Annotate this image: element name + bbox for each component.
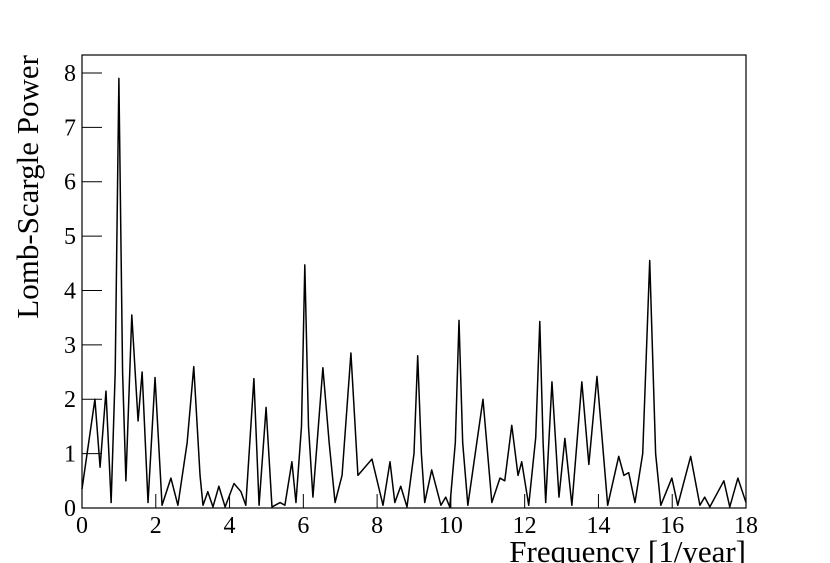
x-tick-label: 8 [371, 513, 383, 539]
plot-frame [81, 54, 747, 509]
power-line [81, 77, 747, 508]
x-tick-label: 2 [150, 513, 162, 539]
y-tick-label: 5 [64, 224, 76, 250]
y-tick-label: 0 [64, 496, 76, 522]
y-tick-label: 8 [64, 61, 76, 87]
x-tick-label: 4 [224, 513, 236, 539]
x-axis-title: Frequency [1/year] [509, 534, 746, 563]
x-tick-label: 18 [734, 513, 758, 539]
x-tick-label: 6 [297, 513, 309, 539]
y-tick-label: 4 [64, 278, 76, 304]
x-tick-label: 14 [586, 513, 610, 539]
y-tick-label: 2 [64, 387, 76, 413]
x-tick-label: 10 [439, 513, 463, 539]
y-tick-label: 7 [64, 115, 76, 141]
y-axis-title: Lomb-Scargle Power [10, 54, 45, 318]
x-tick-label: 16 [660, 513, 684, 539]
x-tick-label: 12 [513, 513, 537, 539]
y-tick-label: 6 [64, 170, 76, 196]
x-tick-label: 0 [76, 513, 88, 539]
y-tick-label: 3 [64, 333, 76, 359]
y-tick-label: 1 [64, 442, 76, 468]
